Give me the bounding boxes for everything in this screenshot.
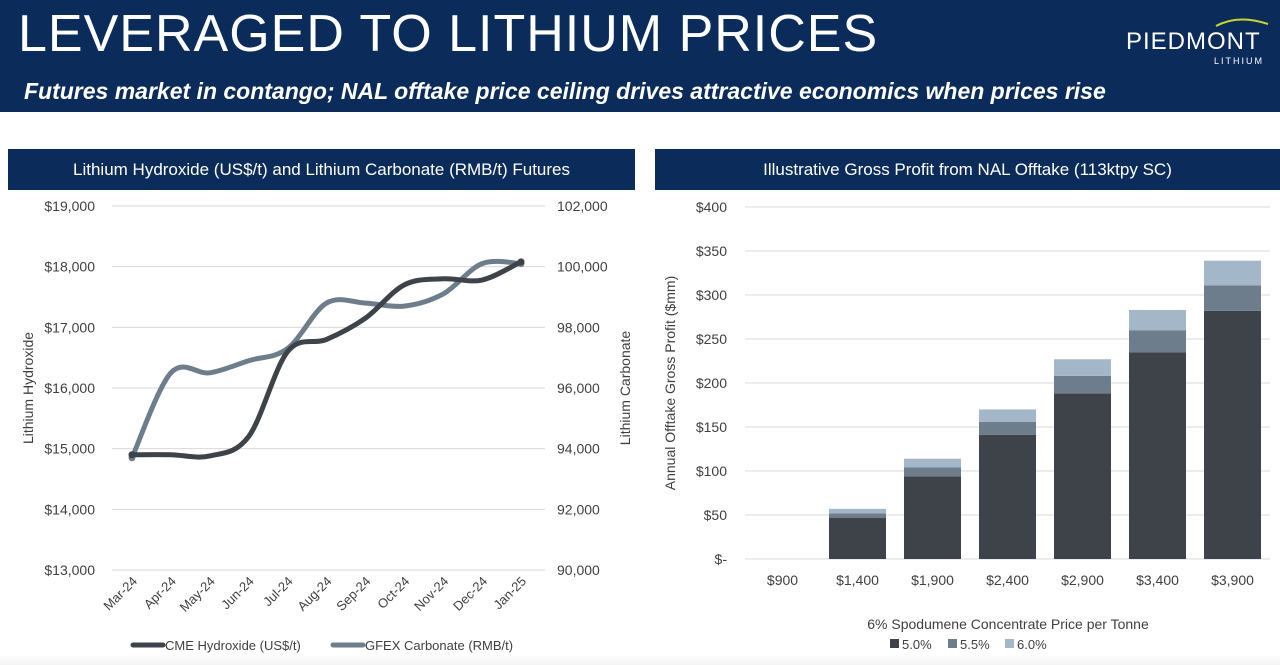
y-axis-label: Annual Offtake Gross Profit ($mm) [662, 276, 678, 490]
x-tick-label: $2,400 [986, 572, 1029, 588]
logo-subtitle: LITHIUM [1214, 56, 1264, 66]
y-tick-label: $- [715, 551, 728, 567]
left-axis-tick-label: $14,000 [44, 501, 95, 517]
right-axis-tick-label: 96,000 [557, 380, 600, 396]
y-tick-label: $400 [696, 199, 727, 215]
bar-segment [829, 513, 886, 518]
bar-segment [904, 458, 961, 468]
logo-swoosh-icon [1215, 18, 1269, 27]
bar-segment [1129, 352, 1186, 559]
bar-segment [979, 409, 1036, 422]
legend-swatch [1005, 639, 1014, 648]
bar-segment [1129, 330, 1186, 353]
left-axis-tick-label: $15,000 [44, 441, 95, 457]
y-tick-label: $350 [696, 243, 727, 259]
bar-segment [979, 434, 1036, 559]
bar-segment [829, 517, 886, 559]
hydroxide-endpoint-marker [517, 258, 525, 266]
hydroxide-series-line [129, 259, 524, 460]
right-axis-tick-label: 102,000 [557, 198, 608, 214]
left-axis-tick-label: $16,000 [44, 380, 95, 396]
header-banner: LEVERAGED TO LITHIUM PRICES Futures mark… [0, 0, 1280, 112]
x-tick-label: $3,400 [1136, 572, 1179, 588]
logo-name: PIEDMONT [1126, 28, 1261, 55]
bar-segment [1204, 260, 1261, 286]
legend-label: 5.0% [902, 637, 932, 652]
page-subtitle: Futures market in contango; NAL offtake … [24, 78, 1106, 104]
y-tick-label: $200 [696, 375, 727, 391]
bottom-edge [0, 655, 1280, 665]
x-axis-label: 6% Spodumene Concentrate Price per Tonne [867, 616, 1149, 632]
x-tick-label: $1,900 [911, 572, 954, 588]
legend-swatch [948, 639, 957, 648]
legend-label: 5.5% [960, 637, 990, 652]
legend-swatch [890, 639, 899, 648]
y-tick-label: $150 [696, 419, 727, 435]
left-axis-tick-label: $13,000 [44, 562, 95, 578]
left-axis-label: Lithium Hydroxide [20, 332, 36, 444]
x-tick-label: $1,400 [836, 572, 879, 588]
carbonate-series-line [129, 258, 524, 461]
x-tick-label: $900 [767, 572, 798, 588]
bar-segment [904, 467, 961, 477]
right-axis-label: Lithium Carbonate [617, 331, 633, 446]
right-axis-tick-label: 100,000 [557, 259, 608, 275]
left-axis-tick-label: $19,000 [44, 198, 95, 214]
x-tick-label: $3,900 [1211, 572, 1254, 588]
right-axis-tick-label: 90,000 [557, 562, 600, 578]
y-tick-label: $250 [696, 331, 727, 347]
bar-segment [1054, 393, 1111, 559]
right-axis-tick-label: 92,000 [557, 501, 600, 517]
bar-segment [829, 508, 886, 514]
bar-segment [1054, 375, 1111, 394]
hydroxide-endpoint-marker [128, 451, 136, 459]
left-axis-tick-label: $18,000 [44, 259, 95, 275]
bar-chart-title: Illustrative Gross Profit from NAL Offta… [655, 149, 1280, 190]
legend-label: GFEX Carbonate (RMB/t) [365, 638, 513, 653]
bar-segment [979, 421, 1036, 435]
y-tick-label: $100 [696, 463, 727, 479]
legend-label: CME Hydroxide (US$/t) [165, 638, 301, 653]
page-title: LEVERAGED TO LITHIUM PRICES [18, 5, 879, 63]
x-tick-label: $2,900 [1061, 572, 1104, 588]
bar-segment [904, 476, 961, 559]
bar-segment [1204, 310, 1261, 559]
line-chart-title: Lithium Hydroxide (US$/t) and Lithium Ca… [8, 149, 635, 190]
right-axis-tick-label: 98,000 [557, 319, 600, 335]
bar-segment [1204, 285, 1261, 311]
y-tick-label: $300 [696, 287, 727, 303]
company-logo: PIEDMONT LITHIUM [1120, 16, 1270, 70]
y-tick-label: $50 [704, 507, 728, 523]
left-axis-tick-label: $17,000 [44, 319, 95, 335]
bar-segment [1129, 309, 1186, 331]
bar-segment [1054, 359, 1111, 376]
right-axis-tick-label: 94,000 [557, 441, 600, 457]
line-chart: $13,000 $14,000 $15,000 $16,000 $17,000 $18,0… [20, 198, 633, 653]
legend-label: 6.0% [1017, 637, 1047, 652]
